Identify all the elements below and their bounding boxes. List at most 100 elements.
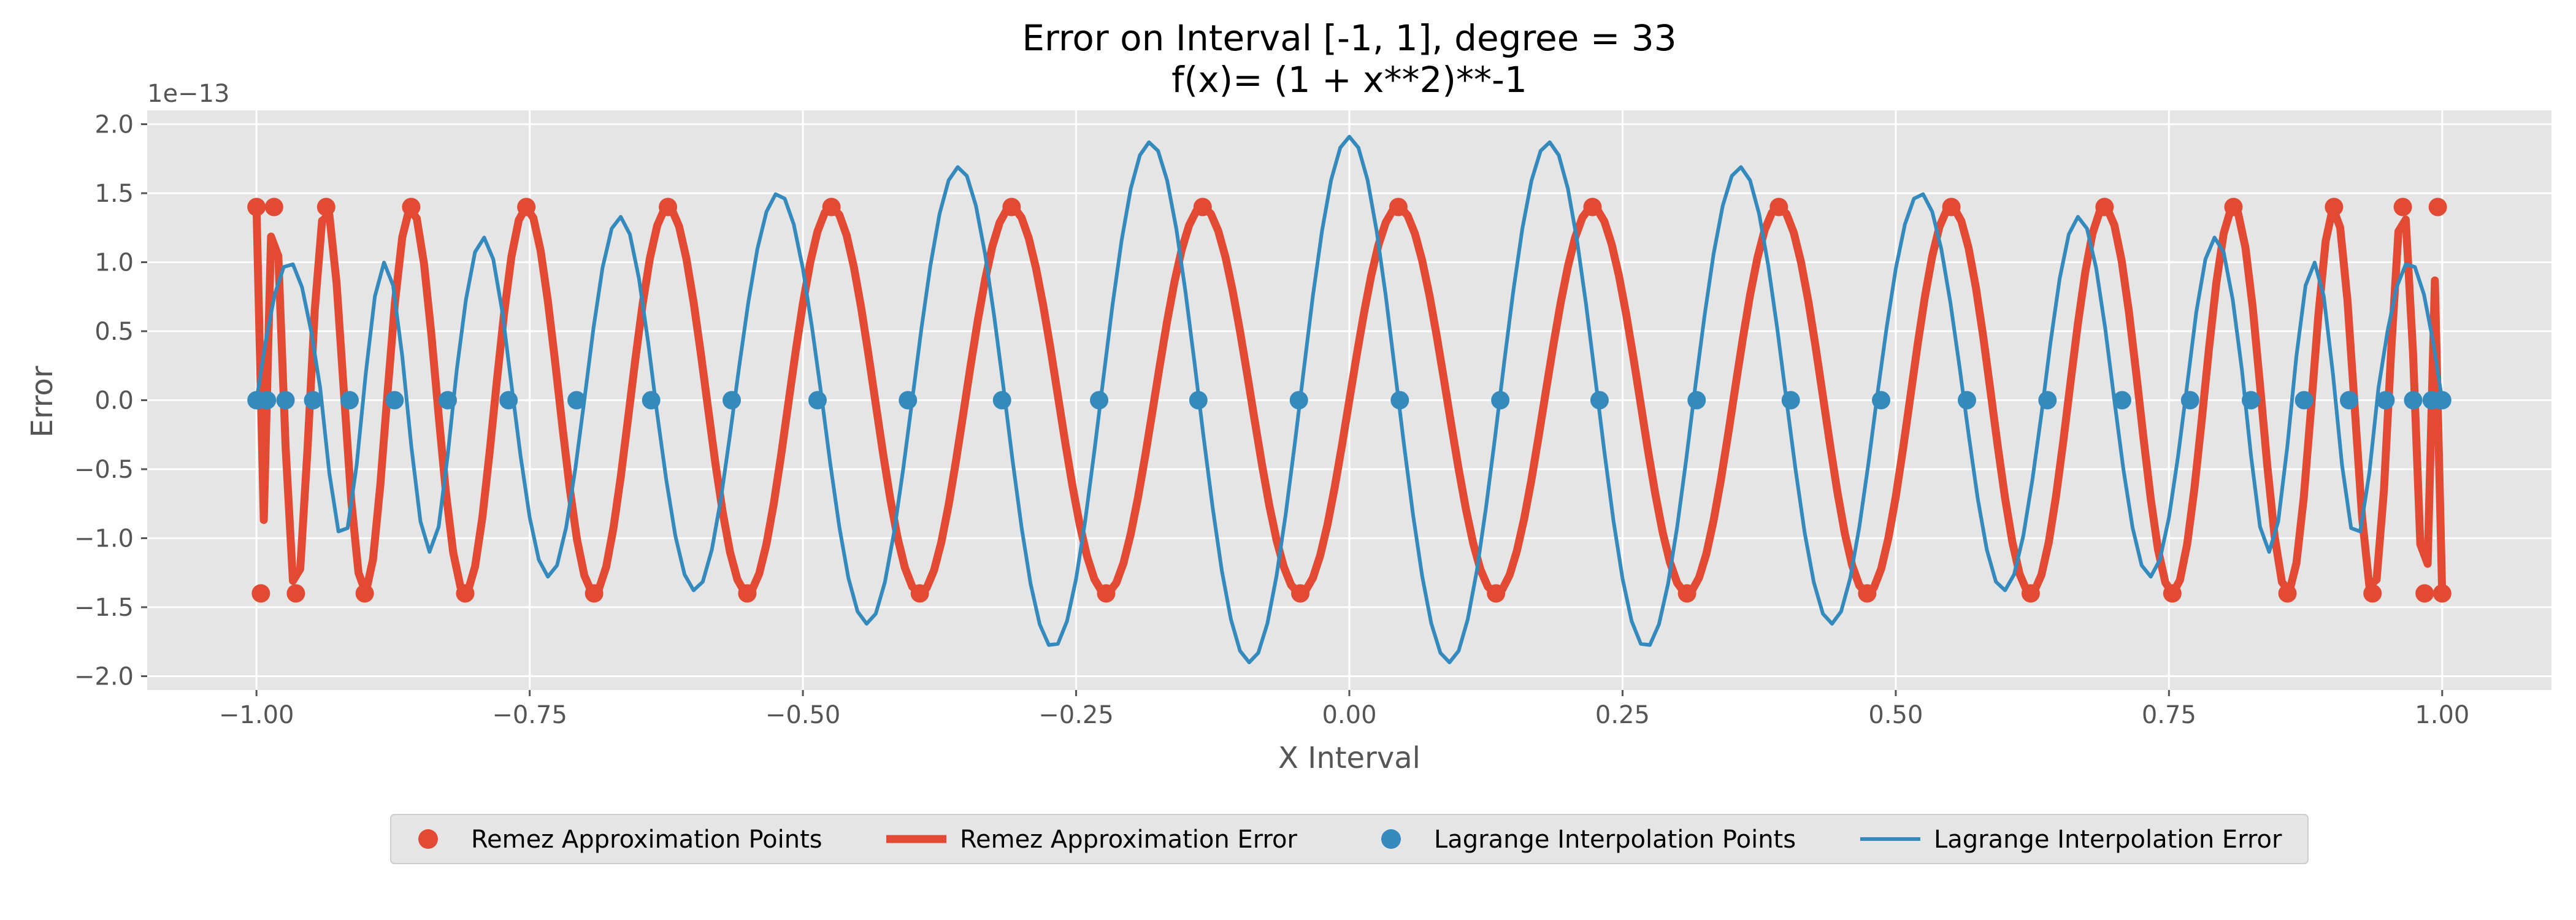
remez-point bbox=[2363, 584, 2382, 603]
y-tick-label: −0.5 bbox=[74, 456, 134, 484]
legend-marker-remez-points bbox=[418, 829, 438, 849]
remez-point bbox=[264, 197, 283, 217]
chart-title-line1: Error on Interval [-1, 1], degree = 33 bbox=[1022, 17, 1676, 59]
legend: Remez Approximation Points Remez Approxi… bbox=[390, 814, 2309, 864]
legend-box bbox=[390, 814, 2309, 864]
remez-point bbox=[1858, 584, 1877, 603]
lagrange-point bbox=[2241, 391, 2260, 410]
lagrange-point bbox=[499, 391, 518, 410]
remez-point bbox=[2021, 584, 2040, 603]
y-tick-label: −1.5 bbox=[74, 594, 134, 622]
lagrange-point bbox=[304, 391, 323, 410]
axis-ticks: −1.00 −0.75 −0.50 −0.25 0.00 0.25 0.50 0.75 1.00… bbox=[74, 111, 2469, 730]
lagrange-point bbox=[1687, 391, 1706, 410]
lagrange-point bbox=[2112, 391, 2131, 410]
remez-point bbox=[1769, 197, 1788, 217]
remez-point bbox=[1942, 197, 1961, 217]
remez-point bbox=[659, 197, 678, 217]
remez-point bbox=[2278, 584, 2297, 603]
remez-point bbox=[247, 197, 266, 217]
y-tick-label: −2.0 bbox=[74, 663, 134, 691]
remez-point bbox=[1193, 197, 1212, 217]
x-tick-label: 0.00 bbox=[1322, 701, 1376, 729]
remez-point bbox=[402, 197, 421, 217]
lagrange-point bbox=[1590, 391, 1609, 410]
x-axis-label: X Interval bbox=[1278, 741, 1420, 775]
remez-point bbox=[1487, 584, 1506, 603]
lagrange-point bbox=[1090, 391, 1109, 410]
lagrange-point bbox=[1781, 391, 1800, 410]
lagrange-point bbox=[2376, 391, 2395, 410]
remez-error-line bbox=[252, 203, 2447, 597]
lagrange-point bbox=[1957, 391, 1976, 410]
remez-point bbox=[1583, 197, 1602, 217]
y-offset-label: 1e−13 bbox=[147, 80, 229, 108]
remez-point bbox=[2224, 197, 2243, 217]
lagrange-point bbox=[899, 391, 918, 410]
remez-point bbox=[251, 584, 270, 603]
remez-point bbox=[286, 584, 305, 603]
lagrange-point bbox=[2432, 391, 2451, 410]
lagrange-point bbox=[808, 391, 827, 410]
y-tick-label: 0.0 bbox=[94, 387, 134, 415]
lagrange-point bbox=[2404, 391, 2423, 410]
lagrange-point bbox=[567, 391, 586, 410]
x-tick-label: −0.25 bbox=[1038, 701, 1114, 729]
remez-point bbox=[1097, 584, 1116, 603]
lagrange-point bbox=[340, 391, 359, 410]
remez-point bbox=[738, 584, 757, 603]
remez-point bbox=[2163, 584, 2182, 603]
x-tick-label: −0.50 bbox=[765, 701, 841, 729]
lagrange-point bbox=[1289, 391, 1308, 410]
lagrange-point bbox=[385, 391, 404, 410]
lagrange-point bbox=[1390, 391, 1409, 410]
remez-point bbox=[2095, 197, 2114, 217]
legend-label-lagrange-error: Lagrange Interpolation Error bbox=[1934, 826, 2282, 854]
legend-label-lagrange-points: Lagrange Interpolation Points bbox=[1434, 826, 1796, 854]
lagrange-point bbox=[2038, 391, 2057, 410]
remez-point bbox=[2325, 197, 2344, 217]
remez-point bbox=[1291, 584, 1310, 603]
lagrange-point bbox=[992, 391, 1011, 410]
remez-point bbox=[585, 584, 604, 603]
y-tick-label: 0.5 bbox=[94, 318, 134, 346]
lagrange-point bbox=[1872, 391, 1891, 410]
lagrange-point bbox=[2180, 391, 2199, 410]
x-tick-label: 1.00 bbox=[2415, 701, 2469, 729]
lagrange-point bbox=[723, 391, 742, 410]
lagrange-error-line bbox=[255, 134, 2444, 664]
x-tick-label: 0.25 bbox=[1595, 701, 1650, 729]
y-axis-label: Error bbox=[25, 366, 59, 437]
x-tick-label: 0.75 bbox=[2142, 701, 2196, 729]
lagrange-point bbox=[642, 391, 661, 410]
remez-point bbox=[316, 197, 335, 217]
x-tick-label: −0.75 bbox=[492, 701, 567, 729]
legend-label-remez-error: Remez Approximation Error bbox=[960, 826, 1297, 854]
lagrange-point bbox=[439, 391, 458, 410]
legend-marker-lagrange-points bbox=[1381, 829, 1401, 849]
remez-point bbox=[1002, 197, 1021, 217]
series-layer bbox=[247, 134, 2451, 664]
lagrange-point bbox=[276, 391, 295, 410]
y-tick-label: −1.0 bbox=[74, 525, 134, 553]
remez-point bbox=[456, 584, 475, 603]
remez-point bbox=[1677, 584, 1696, 603]
y-tick-label: 2.0 bbox=[94, 111, 134, 139]
x-tick-label: 0.50 bbox=[1868, 701, 1923, 729]
remez-point bbox=[1389, 197, 1408, 217]
y-tick-label: 1.0 bbox=[94, 249, 134, 277]
legend-label-remez-points: Remez Approximation Points bbox=[471, 826, 822, 854]
lagrange-point bbox=[1491, 391, 1510, 410]
remez-point bbox=[822, 197, 841, 217]
remez-point bbox=[2415, 584, 2434, 603]
x-tick-label: −1.00 bbox=[219, 701, 294, 729]
remez-point bbox=[517, 197, 536, 217]
remez-point bbox=[2428, 197, 2447, 217]
chart-title-line2: f(x)= (1 + x**2)**-1 bbox=[1171, 59, 1527, 101]
y-tick-label: 1.5 bbox=[94, 180, 134, 208]
remez-point bbox=[910, 584, 929, 603]
remez-point bbox=[2432, 584, 2451, 603]
lagrange-point bbox=[2339, 391, 2358, 410]
lagrange-point bbox=[2294, 391, 2313, 410]
